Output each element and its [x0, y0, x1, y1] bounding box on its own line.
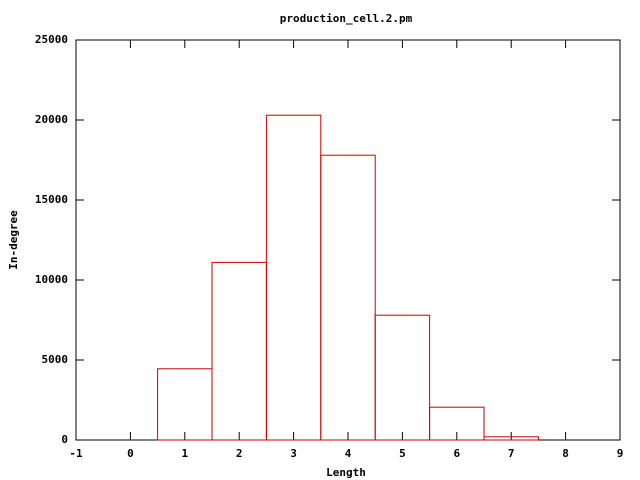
bar	[429, 406, 485, 441]
bar	[320, 154, 376, 441]
y-tick-label: 5000	[42, 353, 69, 366]
x-tick-label: 6	[453, 447, 460, 460]
y-tick-label: 0	[61, 433, 68, 446]
x-tick-label: 5	[399, 447, 406, 460]
bar	[265, 114, 322, 441]
x-tick-label: 9	[617, 447, 624, 460]
x-tick-label: 1	[181, 447, 188, 460]
bar	[483, 436, 539, 441]
x-tick-label: 4	[345, 447, 352, 460]
y-tick-label: 10000	[35, 273, 68, 286]
y-axis-label: In-degree	[7, 210, 20, 270]
x-tick-label: 3	[290, 447, 297, 460]
x-tick-label: 8	[562, 447, 569, 460]
chart-title: production_cell.2.pm	[280, 12, 413, 25]
x-axis-label: Length	[326, 466, 366, 479]
bar	[374, 314, 431, 441]
y-tick-label: 25000	[35, 33, 68, 46]
x-tick-label: -1	[69, 447, 83, 460]
bar	[211, 261, 267, 441]
y-tick-label: 20000	[35, 113, 68, 126]
x-tick-label: 0	[127, 447, 134, 460]
x-tick-label: 7	[508, 447, 515, 460]
y-tick-label: 15000	[35, 193, 68, 206]
bar	[157, 368, 213, 441]
x-tick-label: 2	[236, 447, 243, 460]
